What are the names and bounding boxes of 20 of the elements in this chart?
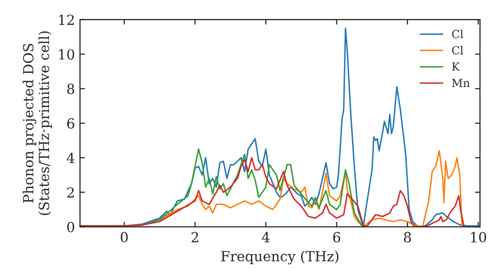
y-tick-label: 12 xyxy=(59,14,74,25)
line-series xyxy=(80,157,465,227)
y-tick-label: 6 xyxy=(67,118,74,129)
legend-label: Cl xyxy=(452,30,464,38)
legend-label: Mn xyxy=(452,78,470,87)
y-tick-label: 8 xyxy=(67,84,74,94)
x-axis-title: Frequency (THz) xyxy=(221,250,338,264)
legend-label: Cl xyxy=(452,46,464,55)
legend-label: K xyxy=(452,62,460,71)
y-tick-label: 0 xyxy=(67,222,74,232)
y-tick-label: 4 xyxy=(66,152,74,164)
x-tick-label: 10 xyxy=(471,232,486,242)
x-tick-label: 2 xyxy=(192,232,198,242)
x-tick-label: 0 xyxy=(120,232,128,242)
x-tick-label: 4 xyxy=(262,232,270,242)
x-tick-label: 8 xyxy=(404,232,411,242)
y-axis-title: Phonon projected DOS (States/THz·primitive cell) xyxy=(22,31,52,216)
y-tick-label: 10 xyxy=(59,49,74,60)
y-tick-label: 2 xyxy=(67,187,74,198)
x-tick-label: 6 xyxy=(333,232,340,242)
